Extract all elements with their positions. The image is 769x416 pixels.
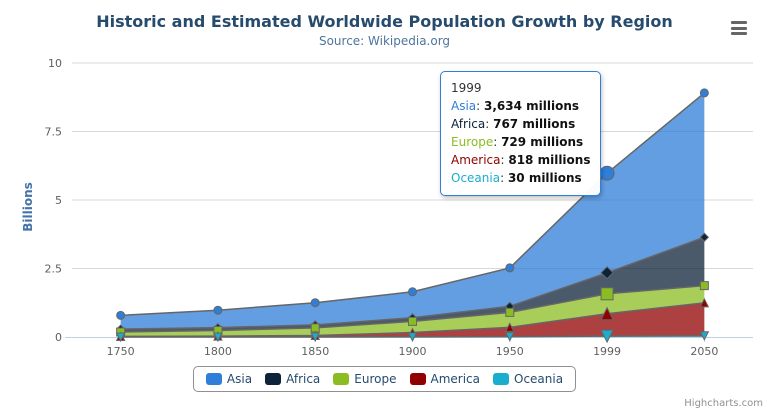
- area-band-asia: [120, 92, 705, 330]
- tooltip-header: 1999: [451, 81, 482, 95]
- x-axis-label: 1999: [593, 345, 621, 358]
- legend-label: Oceania: [514, 372, 564, 386]
- data-point-europe-1999[interactable]: [600, 287, 614, 301]
- data-point-america-1999[interactable]: [600, 306, 614, 321]
- tooltip-series-value: 30 millions: [507, 171, 582, 185]
- area-band-america: [120, 302, 705, 337]
- tooltip-series-name: Africa: [451, 117, 486, 131]
- legend-item-europe[interactable]: Europe: [333, 372, 397, 386]
- data-point-asia-1950[interactable]: [505, 263, 515, 273]
- x-axis-label: 1950: [496, 345, 524, 358]
- y-axis-label: 0: [55, 331, 62, 344]
- legend-label: America: [430, 372, 481, 386]
- data-point-africa-1999[interactable]: [600, 266, 614, 280]
- tooltip-row-oceania: Oceania: 30 millions: [451, 171, 582, 185]
- y-axis-label: 2.5: [45, 263, 63, 276]
- data-point-america-2050[interactable]: [699, 297, 710, 308]
- hamburger-menu-icon: [731, 26, 747, 30]
- legend-symbol-europe: [333, 373, 350, 385]
- legend: Asia Africa Europe America Oceania: [192, 366, 577, 392]
- tooltip-series-value: 767 millions: [493, 117, 576, 131]
- tooltip-row-europe: Europe: 729 millions: [451, 135, 584, 149]
- data-point-europe-1950[interactable]: [505, 307, 515, 317]
- tooltip-series-value: 729 millions: [501, 135, 584, 149]
- chart-subtitle: Source: Wikipedia.org: [318, 34, 451, 48]
- tooltip-row-america: America: 818 millions: [451, 153, 591, 167]
- legend-label: Asia: [226, 372, 253, 386]
- data-point-america-1950[interactable]: [504, 322, 515, 332]
- tooltip-series-name: America: [451, 153, 501, 167]
- tooltip-series-name: Oceania: [451, 171, 501, 185]
- credits-link[interactable]: Highcharts.com: [684, 398, 763, 409]
- tooltip-row-africa: Africa: 767 millions: [451, 117, 576, 131]
- legend-item-asia[interactable]: Asia: [205, 372, 253, 386]
- tooltip-series-value: 3,634 millions: [484, 99, 580, 113]
- x-axis-label: 1800: [204, 345, 232, 358]
- export-menu-button[interactable]: [731, 20, 749, 36]
- data-point-oceania-1750[interactable]: [115, 332, 126, 343]
- x-axis-label: 1850: [301, 345, 329, 358]
- data-point-asia-1999[interactable]: [599, 165, 615, 181]
- legend-label: Africa: [286, 372, 321, 386]
- y-axis-label: 5: [55, 194, 62, 207]
- legend-symbol-asia: [205, 373, 222, 385]
- legend-symbol-oceania: [493, 373, 509, 385]
- data-point-asia-1750[interactable]: [116, 310, 126, 320]
- tooltip: 1999 Asia: 3,634 millions Africa: 767 mil…: [440, 71, 602, 196]
- data-point-asia-1800[interactable]: [213, 305, 223, 315]
- data-point-oceania-1950[interactable]: [504, 332, 515, 342]
- chart-title: Historic and Estimated Worldwide Populat…: [96, 12, 673, 31]
- data-point-europe-2050[interactable]: [699, 281, 709, 291]
- tooltip-series-value: 818 millions: [508, 153, 591, 167]
- x-axis-label: 1900: [399, 345, 427, 358]
- hamburger-menu-icon: [731, 21, 747, 24]
- tooltip-series-name: Asia: [451, 99, 477, 113]
- data-point-oceania-1999[interactable]: [600, 329, 614, 344]
- legend-symbol-america: [409, 373, 426, 385]
- y-axis-label: 10: [48, 57, 62, 70]
- data-point-europe-1900[interactable]: [408, 316, 417, 326]
- legend-symbol-africa: [265, 373, 282, 385]
- x-axis-label: 2050: [690, 345, 718, 358]
- tooltip-series-name: Europe: [451, 135, 494, 149]
- legend-item-america[interactable]: America: [409, 372, 481, 386]
- data-point-asia-1900[interactable]: [408, 287, 417, 297]
- y-axis-label: 7.5: [45, 126, 63, 139]
- x-axis-label: 1750: [107, 345, 135, 358]
- data-point-asia-1850[interactable]: [310, 298, 320, 308]
- data-point-oceania-1800[interactable]: [213, 332, 223, 343]
- data-point-africa-2050[interactable]: [699, 232, 710, 242]
- data-point-asia-2050[interactable]: [699, 88, 709, 98]
- legend-label: Europe: [354, 372, 397, 386]
- tooltip-row-asia: Asia: 3,634 millions: [451, 99, 580, 113]
- data-point-oceania-1900[interactable]: [407, 332, 418, 342]
- legend-item-africa[interactable]: Africa: [265, 372, 320, 386]
- data-point-oceania-1850[interactable]: [310, 332, 321, 343]
- legend-item-oceania[interactable]: Oceania: [493, 372, 563, 386]
- area-band-africa: [120, 237, 705, 332]
- hamburger-menu-icon: [731, 32, 747, 35]
- data-point-oceania-2050[interactable]: [699, 331, 710, 341]
